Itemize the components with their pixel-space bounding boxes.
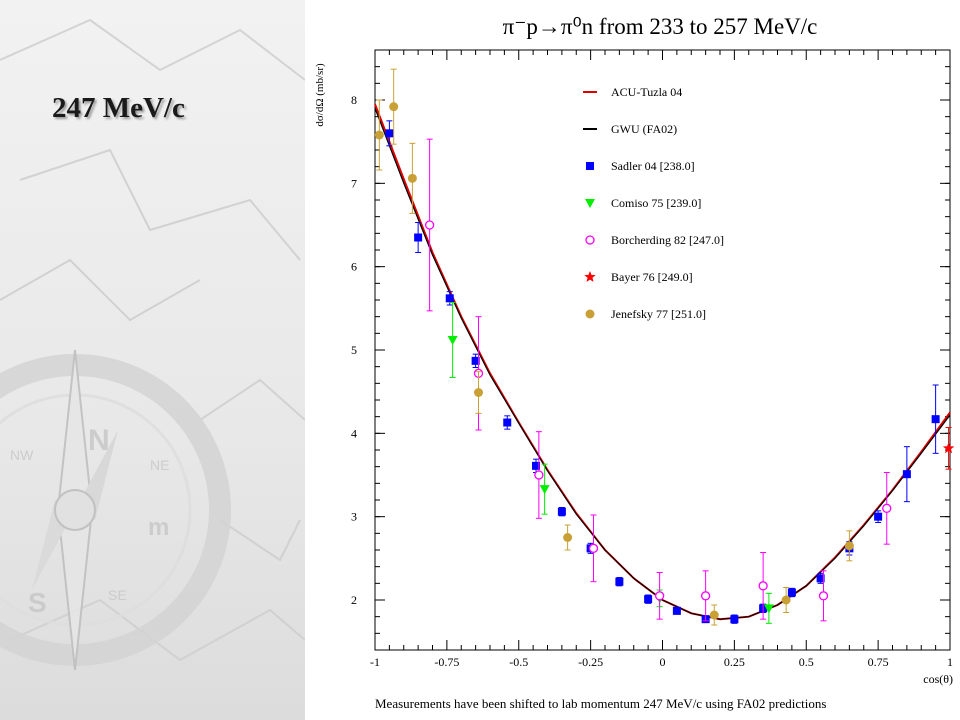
y-tick-label: 8: [351, 93, 357, 107]
svg-text:S: S: [28, 587, 47, 618]
data-point: [447, 336, 458, 345]
curve-acu-tuzla: [374, 103, 951, 621]
data-point: [781, 595, 791, 605]
legend-marker: [585, 199, 595, 208]
legend-label: Jenefsky 77 [251.0]: [611, 307, 706, 321]
legend-label: Bayer 76 [249.0]: [611, 270, 693, 284]
svg-text:SE: SE: [108, 587, 127, 603]
y-tick-label: 5: [351, 343, 357, 357]
legend-marker: [585, 235, 595, 245]
curve-gwu: [374, 108, 951, 620]
y-tick-label: 2: [351, 593, 357, 607]
legend-marker: [586, 162, 594, 170]
legend-label: GWU (FA02): [611, 122, 677, 136]
data-point: [700, 591, 711, 601]
data-point: [709, 610, 719, 620]
data-point: [758, 581, 768, 591]
y-tick-label: 4: [351, 426, 357, 440]
data-point: [414, 233, 423, 242]
data-point: [563, 533, 573, 542]
x-tick-label: 0: [660, 655, 666, 669]
plot-frame: [374, 49, 951, 651]
data-point: [787, 588, 796, 597]
data-point: [902, 470, 911, 479]
data-point: [844, 541, 854, 551]
data-point: [672, 606, 681, 615]
data-point: [503, 418, 512, 427]
data-point: [534, 470, 544, 480]
data-point: [588, 543, 599, 553]
legend-label: Sadler 04 [238.0]: [611, 159, 695, 173]
data-point: [445, 294, 454, 303]
x-tick-label: 1: [947, 655, 953, 669]
footnote: Measurements have been shifted to lab mo…: [375, 696, 827, 711]
x-tick-label: -0.5: [509, 655, 528, 669]
legend-label: Comiso 75 [239.0]: [611, 196, 701, 210]
svg-text:N: N: [88, 424, 110, 457]
legend-label: Borcherding 82 [247.0]: [611, 233, 724, 247]
x-tick-label: 0.5: [799, 655, 814, 669]
data-point: [763, 604, 774, 614]
data-point: [654, 591, 665, 601]
x-tick-label: -0.75: [434, 655, 459, 669]
data-point: [931, 415, 940, 424]
data-point: [730, 615, 739, 624]
data-point: [816, 574, 825, 583]
x-tick-label: 0.75: [868, 655, 889, 669]
data-point: [532, 461, 540, 470]
legend-label: ACU-Tuzla 04: [611, 85, 682, 99]
chart-title: π⁻p→π⁰n from 233 to 257 MeV/c: [503, 14, 818, 39]
data-point: [385, 129, 394, 138]
legend-marker: [584, 271, 596, 282]
svg-text:NW: NW: [10, 447, 34, 463]
data-point: [471, 356, 480, 365]
data-point: [942, 442, 955, 454]
y-tick-label: 7: [351, 176, 357, 190]
legend-marker: [585, 309, 595, 319]
x-tick-label: 0.25: [724, 655, 745, 669]
data-point: [644, 595, 653, 604]
data-point: [374, 130, 384, 140]
data-point: [615, 577, 624, 586]
data-point: [389, 102, 399, 112]
compass-rose-watermark: N S m NW NE SE: [0, 18, 305, 671]
y-tick-label: 3: [351, 510, 357, 524]
data-point: [882, 503, 892, 513]
data-point: [474, 388, 483, 397]
data-point: [539, 485, 550, 495]
data-point: [557, 507, 566, 516]
svg-text:m: m: [148, 514, 169, 541]
data-point: [874, 512, 883, 521]
y-axis-label: dσ/dΩ (mb/sr): [314, 63, 326, 127]
x-axis-label: cos(θ): [923, 672, 953, 686]
cross-section-chart: π⁻p→π⁰n from 233 to 257 MeV/c dσ/dΩ (mb/…: [314, 14, 955, 686]
background-decoration: N S m NW NE SE: [0, 0, 305, 720]
data-point: [407, 173, 417, 183]
x-tick-label: -0.25: [578, 655, 603, 669]
x-tick-label: -1: [370, 655, 380, 669]
y-tick-label: 6: [351, 260, 357, 274]
momentum-label: 247 MeV/c: [52, 92, 185, 124]
data-point: [818, 591, 829, 601]
data-point: [424, 220, 435, 230]
svg-text:NE: NE: [150, 457, 169, 473]
